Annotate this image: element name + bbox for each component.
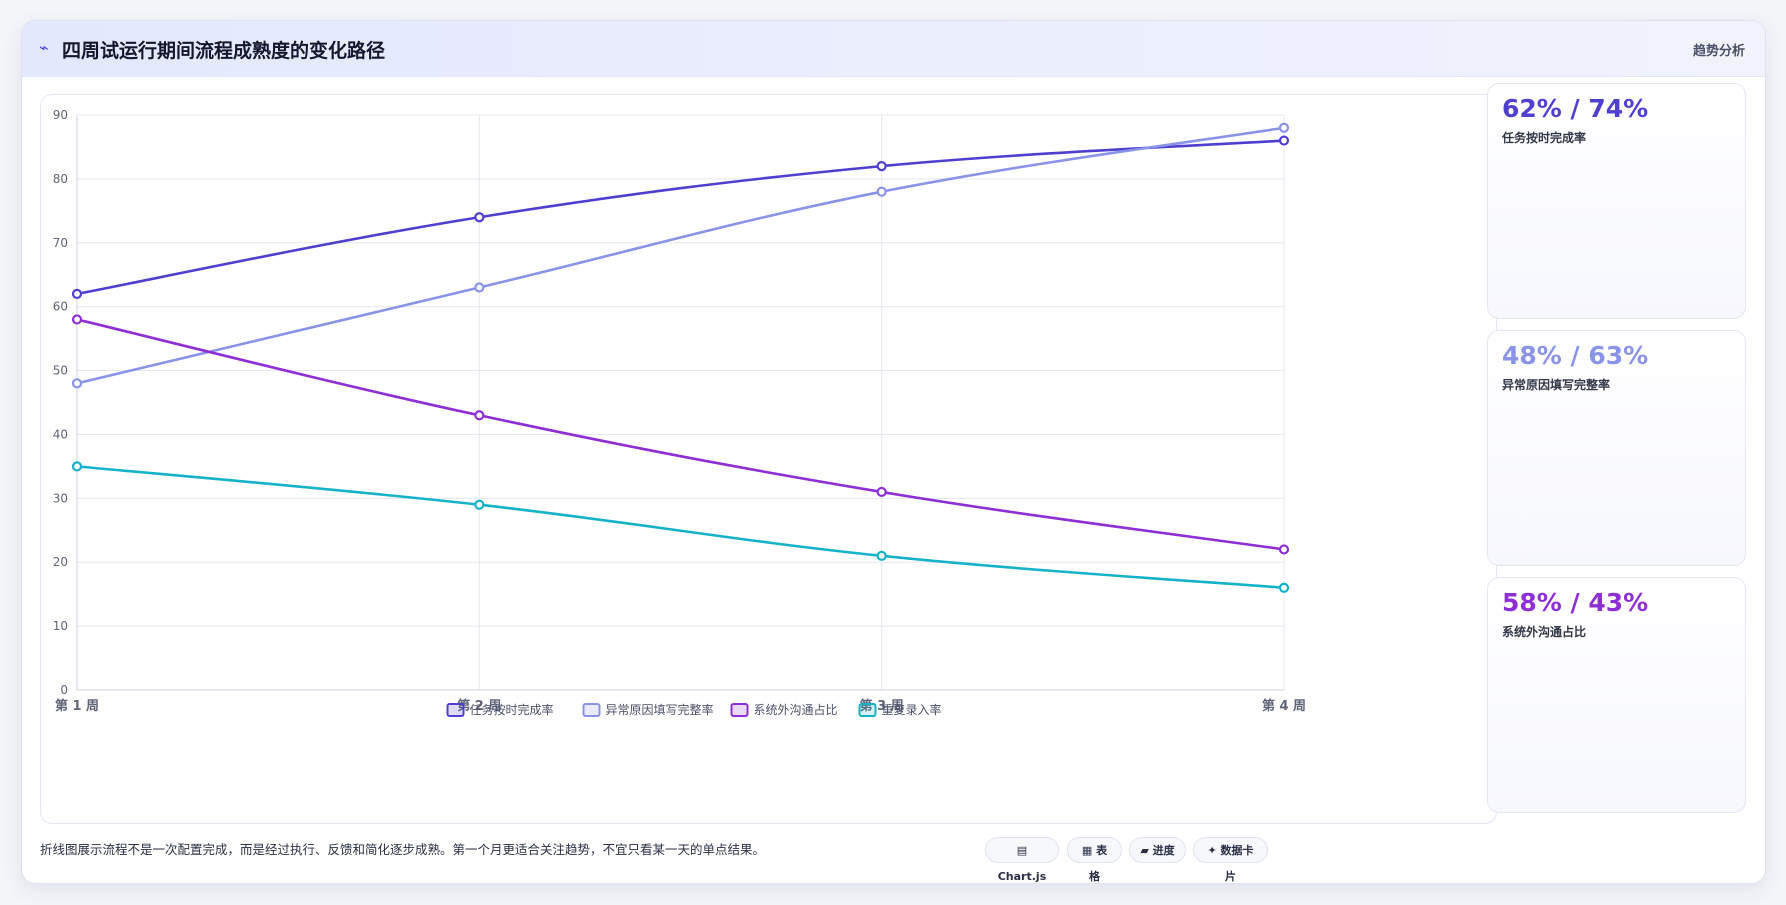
data-point — [71, 461, 83, 472]
chart-panel: 0 10 20 30 40 50 60 70 80 90 第 1 周 第 2 周 第 3 周 第 4 周 任… — [40, 94, 1497, 824]
legend-swatch — [730, 703, 749, 717]
y-tick-label: 30 — [53, 491, 68, 505]
kpi-label: 任务按时完成率 — [1502, 131, 1587, 145]
legend-swatch — [582, 703, 601, 717]
y-tick-label: 20 — [53, 555, 68, 569]
data-point — [876, 486, 887, 498]
y-tick-label: 0 — [60, 683, 68, 697]
x-tick-label: 第 4 周 — [1262, 698, 1306, 714]
footer-note: 折线图展示流程不是一次配置完成，而是经过执行、反馈和简化逐步成熟。第一个月更适合… — [40, 842, 766, 857]
series-line — [76, 139, 1285, 296]
data-point — [1278, 122, 1290, 133]
data-point — [71, 314, 83, 325]
trend-card: ⌁ 四周试运行期间流程成熟度的变化路径 趋势分析 0 10 20 30 40 50 60 70… — [21, 20, 1766, 884]
series-line — [76, 126, 1285, 385]
series-line — [76, 318, 1285, 551]
kpi-label: 系统外沟通占比 — [1502, 625, 1587, 639]
legend-swatch — [446, 703, 465, 717]
table-pill[interactable]: ▦ 表格 — [1067, 837, 1122, 883]
x-tick-label: 第 3 周 — [860, 698, 904, 714]
kpi-value: 48% / 63% — [1502, 341, 1649, 370]
analysis-tag: 趋势分析 — [1692, 44, 1745, 59]
data-point — [1278, 135, 1290, 146]
kpi-card-offline-communication: 58% / 43% 系统外沟通占比 — [1487, 577, 1746, 813]
y-tick-label: 70 — [53, 236, 68, 250]
card-header: ⌁ 四周试运行期间流程成熟度的变化路径 趋势分析 — [22, 21, 1765, 77]
y-tick-label: 80 — [53, 172, 68, 186]
data-point — [474, 410, 485, 421]
data-card-pill[interactable]: ✦ 数据卡片 — [1193, 837, 1268, 883]
legend-label: 重复录入率 — [882, 702, 942, 717]
data-point — [876, 186, 887, 197]
data-point — [71, 378, 83, 389]
kpi-value: 58% / 43% — [1502, 588, 1649, 617]
card-title: 四周试运行期间流程成熟度的变化路径 — [62, 40, 386, 62]
y-tick-label: 50 — [53, 364, 68, 378]
chartjs-pill[interactable]: ▤ Chart.js — [985, 837, 1059, 883]
legend-label: 任务按时完成率 — [470, 702, 554, 717]
y-tick-label: 10 — [53, 619, 68, 633]
data-point — [474, 499, 485, 510]
y-tick-label: 40 — [53, 427, 68, 441]
data-point — [71, 288, 83, 299]
trend-icon: ⌁ — [39, 38, 49, 57]
kpi-value: 62% / 74% — [1502, 94, 1649, 123]
progress-pill[interactable]: ▰ 进度 — [1129, 837, 1186, 863]
kpi-card-exception-reason: 48% / 63% 异常原因填写完整率 — [1487, 330, 1746, 566]
data-point — [876, 161, 887, 172]
kpi-label: 异常原因填写完整率 — [1502, 378, 1611, 392]
series-line — [76, 465, 1285, 590]
x-tick-label: 第 1 周 — [55, 698, 99, 714]
data-point — [1278, 544, 1290, 555]
kpi-card-on-time: 62% / 74% 任务按时完成率 — [1487, 83, 1746, 319]
data-point — [1278, 582, 1290, 593]
line-chart: 0 10 20 30 40 50 60 70 80 90 第 1 周 第 2 周 第 3 周 第 4 周 任… — [53, 108, 1306, 717]
legend-swatch — [858, 703, 877, 717]
x-tick-label: 第 2 周 — [457, 698, 501, 714]
y-tick-label: 90 — [53, 108, 68, 122]
data-point — [876, 550, 887, 561]
legend-label: 异常原因填写完整率 — [606, 702, 714, 717]
data-point — [474, 282, 485, 293]
y-tick-label: 60 — [53, 300, 68, 314]
legend-label: 系统外沟通占比 — [754, 702, 838, 717]
data-point — [474, 212, 485, 223]
